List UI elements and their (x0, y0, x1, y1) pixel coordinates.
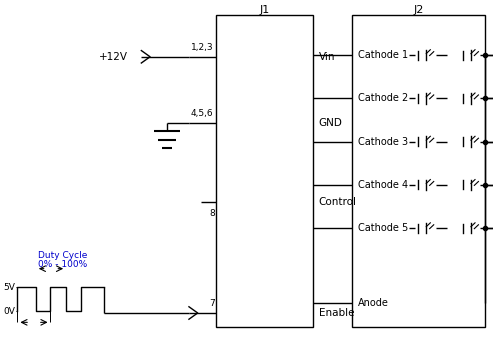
Text: GND: GND (319, 118, 342, 128)
Text: Cathode 1: Cathode 1 (358, 50, 408, 60)
Text: 0V: 0V (3, 307, 15, 316)
Polygon shape (418, 224, 426, 233)
Text: 8: 8 (209, 209, 215, 218)
Text: J2: J2 (413, 5, 424, 15)
Text: 5V: 5V (3, 283, 15, 291)
Polygon shape (463, 94, 471, 103)
Polygon shape (463, 51, 471, 60)
Text: 1,2,3: 1,2,3 (191, 43, 213, 52)
Text: 7: 7 (209, 299, 215, 308)
Polygon shape (418, 137, 426, 146)
Text: Cathode 4: Cathode 4 (358, 180, 408, 190)
Text: Anode: Anode (358, 298, 388, 307)
Polygon shape (418, 180, 426, 190)
Bar (216, 15, 313, 327)
Polygon shape (463, 180, 471, 190)
Text: Vin: Vin (319, 52, 335, 62)
Text: Duty Cycle: Duty Cycle (39, 251, 88, 260)
Polygon shape (463, 224, 471, 233)
Text: J1: J1 (259, 5, 269, 15)
Text: Enable: Enable (319, 308, 354, 318)
Text: Cathode 5: Cathode 5 (358, 223, 408, 233)
Polygon shape (418, 94, 426, 103)
Polygon shape (418, 51, 426, 60)
Text: 0% - 100%: 0% - 100% (39, 260, 87, 269)
Text: Cathode 2: Cathode 2 (358, 93, 408, 103)
Polygon shape (463, 137, 471, 146)
Text: +12V: +12V (99, 52, 128, 62)
Bar (352, 15, 485, 327)
Text: Control: Control (319, 197, 357, 207)
Text: Cathode 3: Cathode 3 (358, 136, 408, 147)
Text: 4,5,6: 4,5,6 (191, 109, 213, 118)
